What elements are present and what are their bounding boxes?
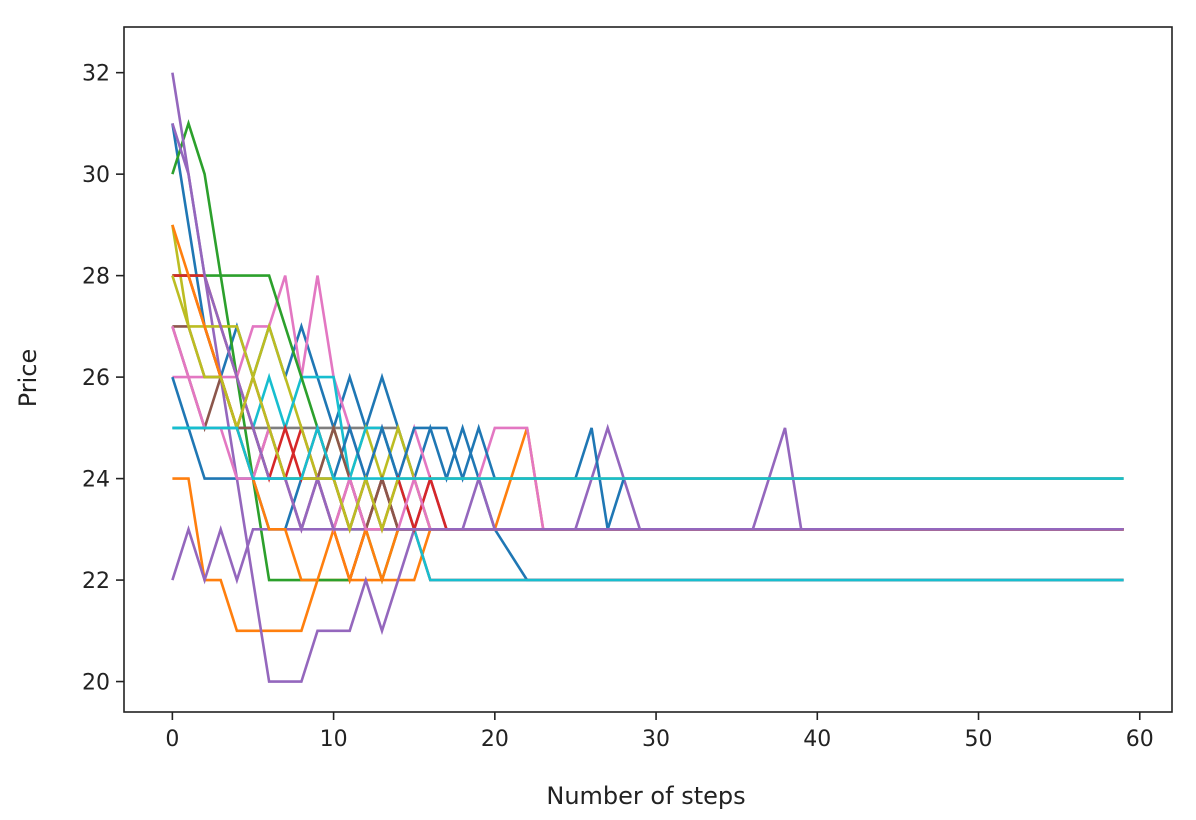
y-tick-label: 24 (82, 468, 110, 493)
x-tick-label: 40 (803, 727, 831, 752)
x-tick-label: 20 (481, 727, 509, 752)
y-tick-label: 28 (82, 265, 110, 290)
x-axis-label: Number of steps (546, 782, 745, 810)
y-tick-label: 22 (82, 569, 110, 594)
x-tick-label: 0 (165, 727, 179, 752)
series-layer (171, 72, 1124, 683)
x-tick-label: 60 (1126, 727, 1154, 752)
y-tick-label: 20 (82, 671, 110, 696)
plot-frame (123, 26, 1173, 713)
y-tick-label: 26 (82, 366, 110, 391)
y-tick-label: 32 (82, 62, 110, 87)
x-tick-label: 10 (320, 727, 348, 752)
y-axis-label: Price (14, 349, 42, 408)
series-line-20 (172, 423, 1124, 480)
x-tick-label: 30 (642, 727, 670, 752)
x-axis-ticks: 0 10 20 30 40 50 60 (165, 712, 1154, 752)
y-axis-ticks: 20 22 24 26 28 30 32 (82, 62, 124, 696)
y-tick-label: 30 (82, 163, 110, 188)
x-tick-label: 50 (965, 727, 993, 752)
